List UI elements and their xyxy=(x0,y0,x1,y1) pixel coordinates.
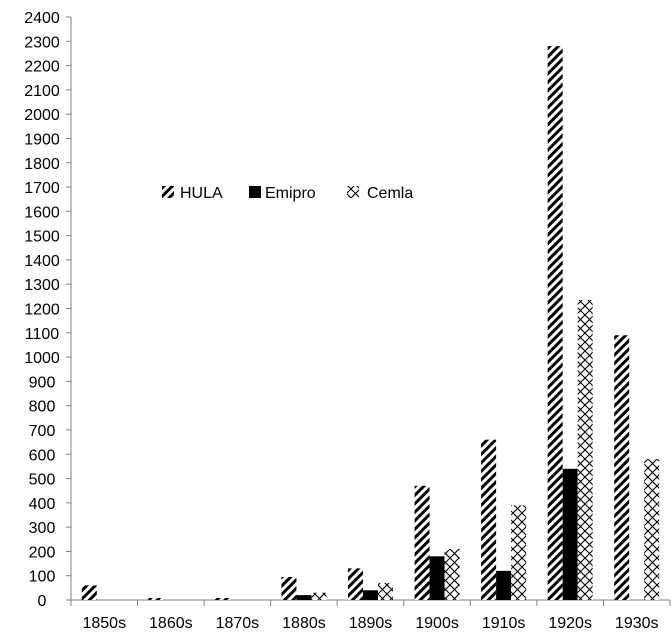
bar-hula xyxy=(348,568,363,600)
legend-label-cemla: Cemla xyxy=(367,185,413,202)
y-tick-label: 600 xyxy=(29,447,56,464)
y-tick-label: 0 xyxy=(38,593,47,610)
bar-hula xyxy=(547,46,563,600)
y-tick-label: 200 xyxy=(29,544,56,561)
x-tick-label: 1870s xyxy=(216,615,260,632)
bar-cemla xyxy=(577,299,593,600)
bar-cemla xyxy=(378,582,393,600)
legend-swatch-cemla xyxy=(347,186,359,198)
y-tick-label: 2400 xyxy=(24,10,60,27)
y-tick-label: 900 xyxy=(29,374,56,391)
y-tick-label: 1800 xyxy=(24,156,60,173)
y-tick-label: 2300 xyxy=(24,34,60,51)
bar-cemla xyxy=(444,548,460,600)
bar-hula xyxy=(214,598,230,600)
y-tick-label: 2200 xyxy=(24,59,60,76)
x-tick-label: 1930s xyxy=(615,615,659,632)
y-tick-label: 1400 xyxy=(24,253,60,270)
legend-swatch-emipro xyxy=(249,186,261,198)
bar-hula xyxy=(148,598,164,600)
bar-cemla xyxy=(644,459,660,600)
y-tick-label: 400 xyxy=(29,496,56,513)
y-tick-label: 1500 xyxy=(24,229,60,246)
y-tick-label: 1200 xyxy=(24,302,60,319)
x-tick-label: 1920s xyxy=(548,615,592,632)
bars xyxy=(81,46,660,600)
bar-hula xyxy=(481,439,497,600)
legend-swatch-hula xyxy=(162,186,174,198)
bar-emipro xyxy=(429,556,445,600)
y-tick-label: 1000 xyxy=(24,350,60,367)
y-tick-label: 2000 xyxy=(24,107,60,124)
y-axis: 0 100 200 300 400 500 600 700 800 900 1000 1100 1200… xyxy=(24,10,72,610)
x-axis: 1850s 1860s 1870s 1880s 1890s 1900s 1910s 1920s… xyxy=(70,599,671,632)
y-tick-label: 100 xyxy=(29,569,56,586)
y-tick-label: 1600 xyxy=(24,204,60,221)
x-tick-label: 1900s xyxy=(415,615,459,632)
y-tick-label: 700 xyxy=(29,423,56,440)
y-tick-label: 300 xyxy=(29,520,56,537)
x-tick-label: 1880s xyxy=(282,615,326,632)
y-tick-label: 500 xyxy=(29,472,56,489)
bar-cemla xyxy=(311,592,327,600)
bar-emipro xyxy=(296,595,312,600)
y-tick-label: 800 xyxy=(29,399,56,416)
bar-hula xyxy=(281,576,297,600)
x-tick-label: 1910s xyxy=(482,615,526,632)
bar-emipro xyxy=(562,468,578,600)
y-tick-label: 1300 xyxy=(24,277,60,294)
y-tick-label: 1700 xyxy=(24,180,60,197)
y-tick-label: 2100 xyxy=(24,83,60,100)
x-tick-label: 1850s xyxy=(82,615,126,632)
legend-label-hula: HULA xyxy=(180,185,223,202)
bar-emipro xyxy=(363,590,378,600)
x-tick-label: 1860s xyxy=(149,615,193,632)
y-tick-label: 1100 xyxy=(25,326,60,343)
bar-emipro xyxy=(496,570,512,600)
legend-label-emipro: Emipro xyxy=(265,185,316,202)
bar-hula xyxy=(81,585,97,600)
bar-cemla xyxy=(511,505,527,600)
x-tick-label: 1890s xyxy=(349,615,393,632)
bar-hula xyxy=(414,485,430,600)
y-tick-label: 1900 xyxy=(24,131,60,148)
bar-hula xyxy=(614,335,630,600)
legend: HULA Emipro Cemla xyxy=(162,185,413,202)
